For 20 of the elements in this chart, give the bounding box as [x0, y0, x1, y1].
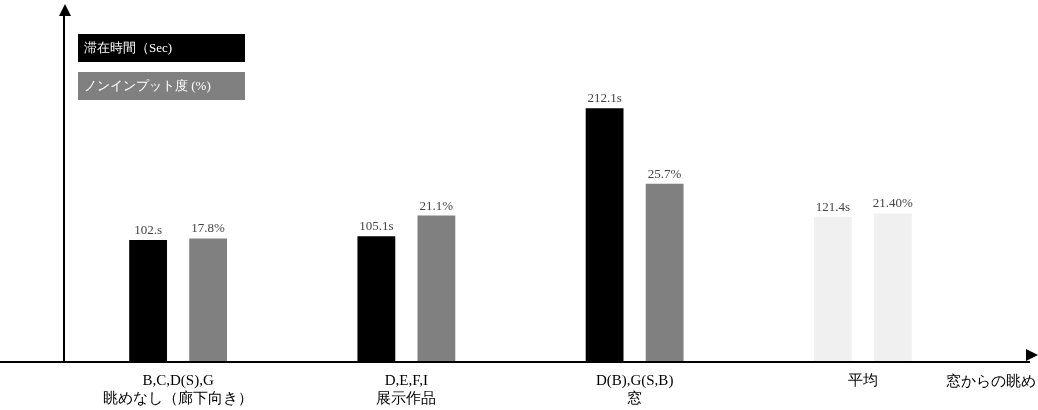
x-tick-label: D,E,F,I 展示作品: [376, 371, 437, 406]
text: ノンインプット度 (%): [78, 72, 245, 100]
data-label: 121.4s: [815, 198, 851, 214]
data-label: 17.8%: [191, 220, 226, 236]
bar: [873, 213, 912, 362]
data-label: 21.1%: [419, 197, 454, 213]
x-tick-label: B,C,D(S),G 眺めなし（廊下向き）: [103, 371, 254, 406]
x-axis-title: 窓からの眺め: [946, 373, 1036, 389]
data-label: 21.40%: [872, 195, 914, 211]
x-tick-label: 平均: [847, 371, 878, 388]
bar: [645, 183, 684, 362]
data-label: 212.1s: [587, 90, 622, 106]
bar: [813, 216, 852, 362]
x-tick-label: D(B),G(S,B) 窓: [595, 371, 674, 406]
bar: [417, 215, 456, 362]
bar: [189, 238, 228, 362]
data-label: 105.1s: [359, 218, 394, 234]
data-label: 102.s: [134, 221, 163, 237]
text: 滞在時間（Sec): [78, 34, 245, 62]
data-label: 25.7%: [647, 165, 682, 181]
